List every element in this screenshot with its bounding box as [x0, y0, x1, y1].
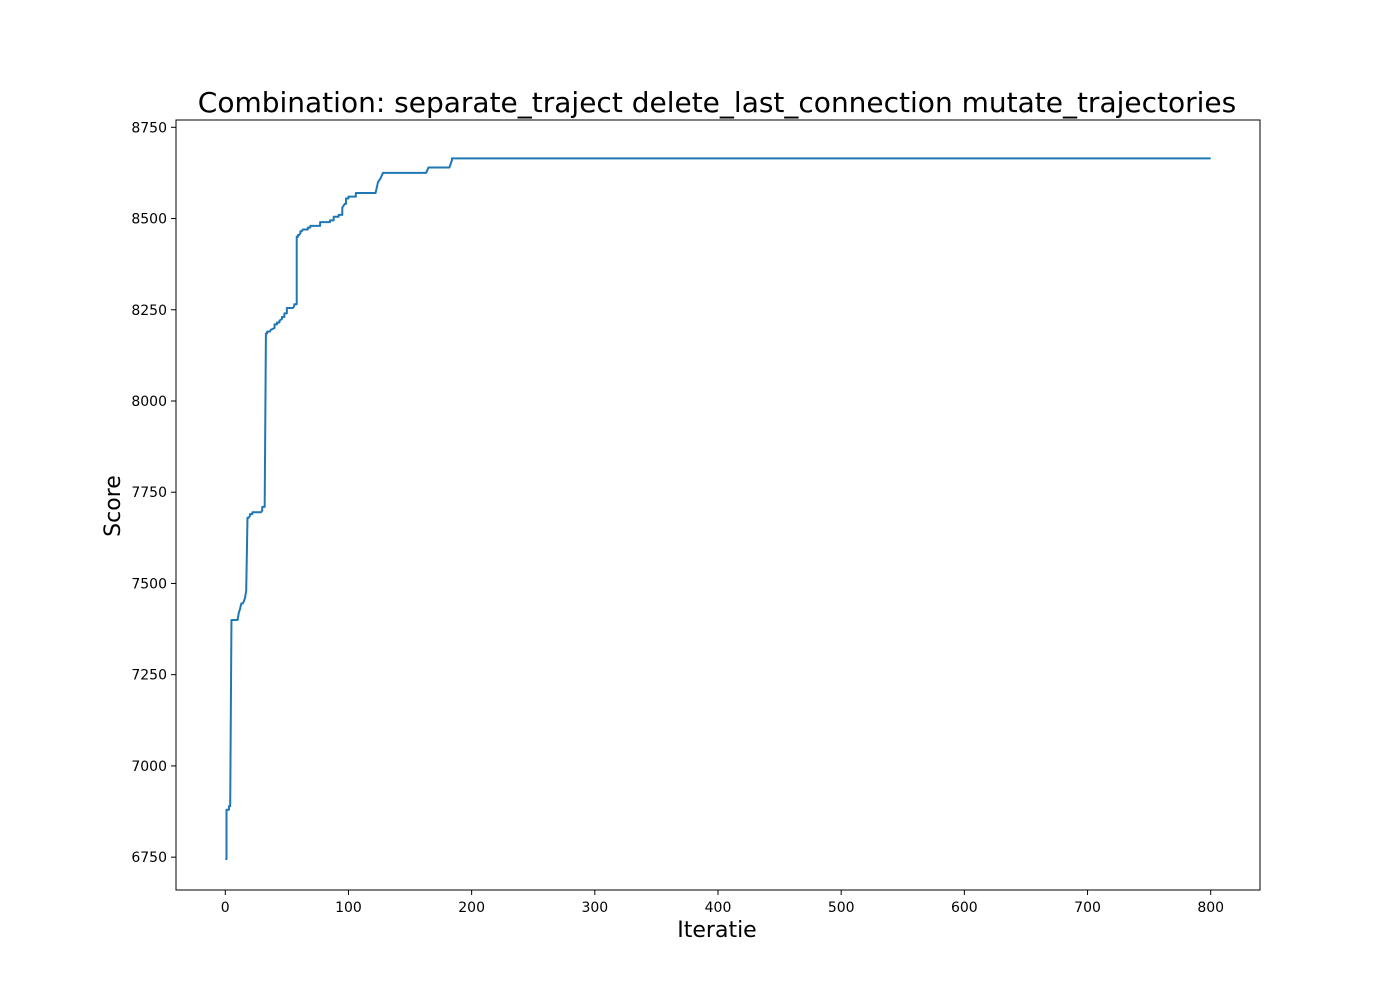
y-tick-label: 7250	[131, 668, 167, 684]
y-tick-label: 8750	[131, 120, 167, 136]
plot-frame	[175, 119, 1261, 891]
y-tick-label: 8250	[131, 303, 167, 319]
y-tick-label: 7750	[131, 485, 167, 501]
x-tick-label: 700	[1074, 900, 1101, 916]
chart-title: Combination: separate_traject delete_las…	[198, 86, 1236, 119]
x-axis: 0 100 200 300 400 500 600 700 800	[221, 890, 1224, 916]
x-tick-label: 600	[951, 900, 978, 916]
x-tick-label: 800	[1197, 900, 1224, 916]
x-axis-label: Iteratie	[677, 918, 756, 943]
y-axis: 6750 7000 7250 7500 7750 8000 8250 8500 8750	[131, 120, 176, 866]
y-tick-label: 8500	[131, 212, 167, 228]
y-tick-label: 8000	[131, 394, 167, 410]
y-tick-label: 7000	[131, 759, 167, 775]
series-line	[225, 157, 1211, 860]
y-axis-label: Score	[101, 475, 126, 537]
x-tick-label: 300	[581, 900, 608, 916]
x-tick-label: 100	[335, 900, 362, 916]
y-tick-label: 6750	[131, 850, 167, 866]
x-tick-label: 200	[458, 900, 485, 916]
plot-area	[225, 157, 1211, 860]
x-tick-label: 500	[828, 900, 855, 916]
x-tick-label: 0	[221, 900, 230, 916]
y-tick-label: 7500	[131, 576, 167, 592]
x-tick-label: 400	[705, 900, 732, 916]
